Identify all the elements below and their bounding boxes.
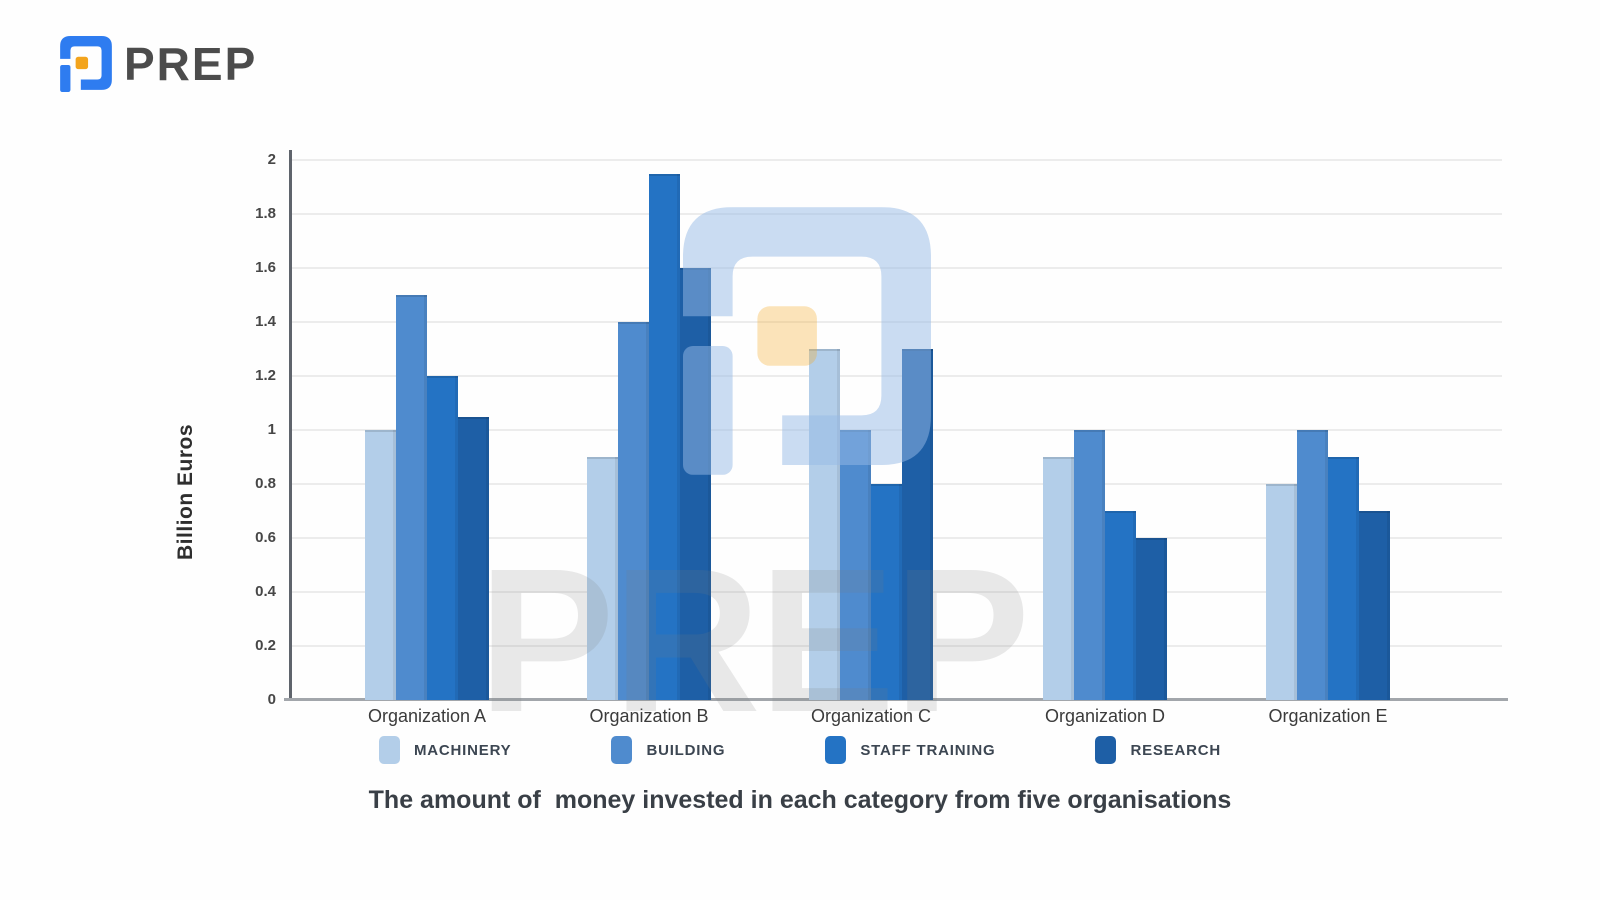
legend-label: RESEARCH: [1130, 741, 1222, 759]
bar-organization-e-staff-training: [1328, 457, 1359, 700]
bar-organization-b-research: [680, 268, 711, 700]
y-tick-label: 1.6: [255, 259, 276, 276]
bar-organization-d-machinery: [1043, 457, 1074, 700]
watermark-logo-icon: [683, 207, 931, 475]
y-tick-label: 2: [267, 151, 276, 168]
gridline: [290, 159, 1502, 161]
y-tick-label: 1.2: [255, 367, 276, 384]
gridline: [290, 321, 1502, 323]
bar-organization-e-building: [1297, 430, 1328, 700]
brand-name: PREP: [124, 38, 258, 90]
legend-item-machinery: MACHINERY: [378, 736, 512, 764]
y-tick-label: 1.8: [255, 205, 276, 222]
legend-swatch-building: [611, 736, 633, 764]
y-tick-label: 0.2: [255, 637, 276, 654]
legend-swatch-staff-training: [825, 736, 847, 764]
legend-label: STAFF TRAINING: [860, 741, 996, 759]
legend-item-building: BUILDING: [611, 736, 725, 764]
x-axis-label-organization-e: Organization E: [1268, 706, 1388, 726]
legend-label: BUILDING: [646, 741, 726, 759]
bar-organization-b-machinery: [587, 457, 618, 700]
bar-organization-d-staff-training: [1105, 511, 1136, 700]
bar-organization-b-building: [618, 322, 649, 700]
y-tick-label: 0.6: [255, 529, 276, 546]
bar-organization-c-machinery: [809, 349, 840, 700]
bar-organization-a-research: [458, 416, 489, 700]
y-tick-label: 1.4: [255, 313, 276, 330]
x-axis-label-organization-a: Organization A: [367, 706, 487, 726]
y-tick-label: 0: [267, 691, 276, 708]
bar-organization-e-research: [1359, 511, 1390, 700]
chart-title: The amount of money invested in each cat…: [368, 786, 1232, 814]
x-axis-label-organization-c: Organization C: [810, 706, 932, 726]
gridline: [290, 213, 1502, 215]
y-axis-title: Billion Euros: [174, 423, 197, 561]
bar-organization-d-research: [1136, 538, 1167, 700]
x-axis-label-organization-d: Organization D: [1044, 706, 1166, 726]
bar-organization-d-building: [1074, 430, 1105, 700]
y-tick-label: 1: [267, 421, 276, 438]
y-tick-label: 0.4: [255, 583, 276, 600]
legend-swatch-research: [1095, 736, 1117, 764]
legend: MACHINERY BUILDING STAFF TRAINING RESEARCH: [0, 736, 1600, 764]
legend-swatch-machinery: [378, 736, 400, 764]
y-tick-label: 0.8: [255, 475, 276, 492]
x-axis-label-organization-b: Organization B: [589, 706, 709, 726]
bar-organization-a-building: [396, 295, 427, 700]
bar-organization-b-staff-training: [649, 173, 680, 700]
bar-organization-c-building: [840, 430, 871, 700]
legend-label: MACHINERY: [413, 741, 512, 759]
gridline: [290, 267, 1502, 269]
bar-organization-c-research: [902, 349, 933, 700]
bar-organization-a-staff-training: [427, 376, 458, 700]
y-axis-line: [289, 150, 292, 701]
brand-header: PREP: [60, 36, 257, 92]
bar-organization-e-machinery: [1266, 484, 1297, 700]
bar-organization-a-machinery: [365, 430, 396, 700]
bar-organization-c-staff-training: [871, 484, 902, 700]
legend-item-staff-training: STAFF TRAINING: [825, 736, 995, 764]
gridline: [290, 375, 1502, 377]
legend-item-research: RESEARCH: [1095, 736, 1221, 764]
